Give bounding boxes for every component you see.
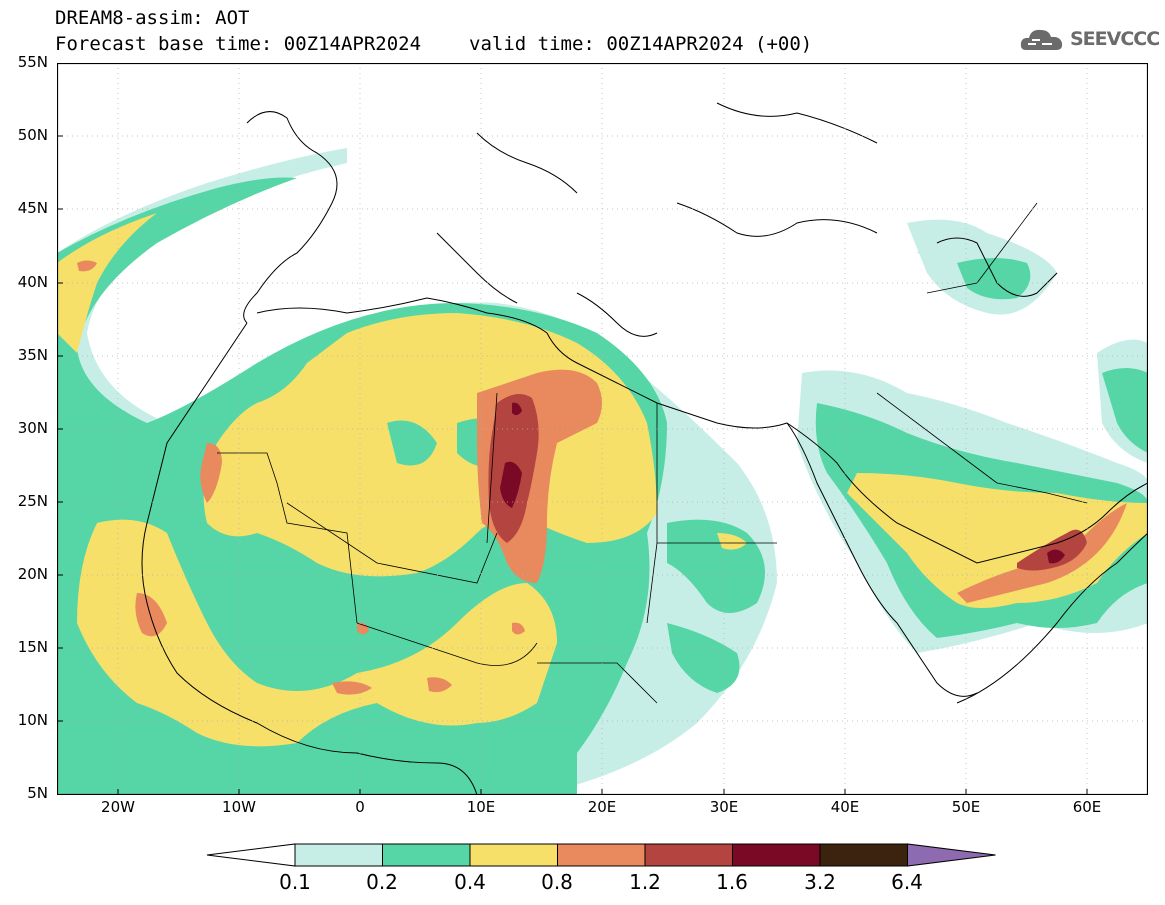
lon-label-50e: 50E	[951, 798, 981, 816]
legend-label: 0.2	[366, 870, 398, 894]
lat-label-45n: 45N	[17, 199, 48, 217]
tick-marks	[57, 63, 1088, 795]
legend-label: 1.6	[716, 870, 748, 894]
base-time-label: Forecast base time: 00Z14APR2024	[55, 33, 422, 55]
lon-label-20e: 20E	[587, 798, 617, 816]
legend-arrow-low	[206, 843, 296, 867]
lat-label-40n: 40N	[17, 273, 48, 291]
legend-swatch	[732, 843, 821, 867]
legend-label: 0.4	[454, 870, 486, 894]
coastlines	[141, 102, 1148, 795]
lon-label-0: 0	[355, 798, 365, 816]
valid-time-label: valid time: 00Z14APR2024 (+00)	[469, 33, 813, 55]
lon-label-10w: 10W	[222, 798, 256, 816]
lon-label-30e: 30E	[709, 798, 739, 816]
lat-label-30n: 30N	[17, 419, 48, 437]
legend-label: 0.8	[541, 870, 573, 894]
legend-label: 3.2	[804, 870, 836, 894]
lat-label-55n: 55N	[17, 53, 48, 71]
aot-level-1.6	[500, 402, 1065, 564]
legend-label: 6.4	[891, 870, 923, 894]
legend-label: 0.1	[279, 870, 311, 894]
aot-field	[57, 148, 1148, 795]
lat-label-5n: 5N	[27, 784, 48, 802]
legend-swatch	[469, 843, 558, 867]
lat-label-25n: 25N	[17, 492, 48, 510]
legend-label: 1.2	[629, 870, 661, 894]
lon-label-40e: 40E	[830, 798, 860, 816]
lon-label-10e: 10E	[466, 798, 496, 816]
cloud-icon	[1020, 29, 1063, 50]
lat-label-20n: 20N	[17, 565, 48, 583]
time-info: Forecast base time: 00Z14APR2024 valid ti…	[55, 33, 812, 55]
aot-map	[57, 63, 1148, 795]
lat-label-10n: 10N	[17, 711, 48, 729]
gridlines	[57, 63, 1148, 795]
legend-swatch	[819, 843, 908, 867]
borders	[217, 202, 1088, 704]
lat-label-35n: 35N	[17, 346, 48, 364]
seevccc-logo: SEEVCCC	[1018, 22, 1160, 58]
map-title: DREAM8-assim: AOT	[55, 7, 250, 29]
lon-label-20w: 20W	[101, 798, 135, 816]
color-legend	[206, 843, 996, 867]
legend-swatch	[382, 843, 471, 867]
logo-text: SEEVCCC	[1070, 28, 1160, 50]
lat-label-50n: 50N	[17, 126, 48, 144]
lon-label-60e: 60E	[1072, 798, 1102, 816]
legend-swatch	[644, 843, 733, 867]
legend-swatch	[557, 843, 646, 867]
legend-arrow-high	[907, 843, 996, 867]
lat-label-15n: 15N	[17, 638, 48, 656]
legend-swatch	[294, 843, 383, 867]
